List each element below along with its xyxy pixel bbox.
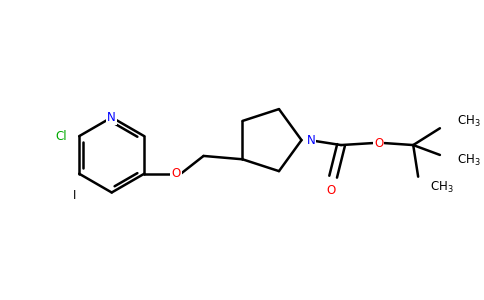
- Text: I: I: [73, 189, 76, 202]
- Text: CH$_3$: CH$_3$: [430, 180, 454, 195]
- Text: CH$_3$: CH$_3$: [457, 153, 481, 168]
- Text: CH$_3$: CH$_3$: [457, 114, 481, 129]
- Text: N: N: [107, 111, 116, 124]
- Text: N: N: [306, 134, 315, 147]
- Text: O: O: [327, 184, 336, 197]
- Text: O: O: [171, 167, 181, 180]
- Text: Cl: Cl: [56, 130, 67, 143]
- Text: O: O: [374, 136, 383, 150]
